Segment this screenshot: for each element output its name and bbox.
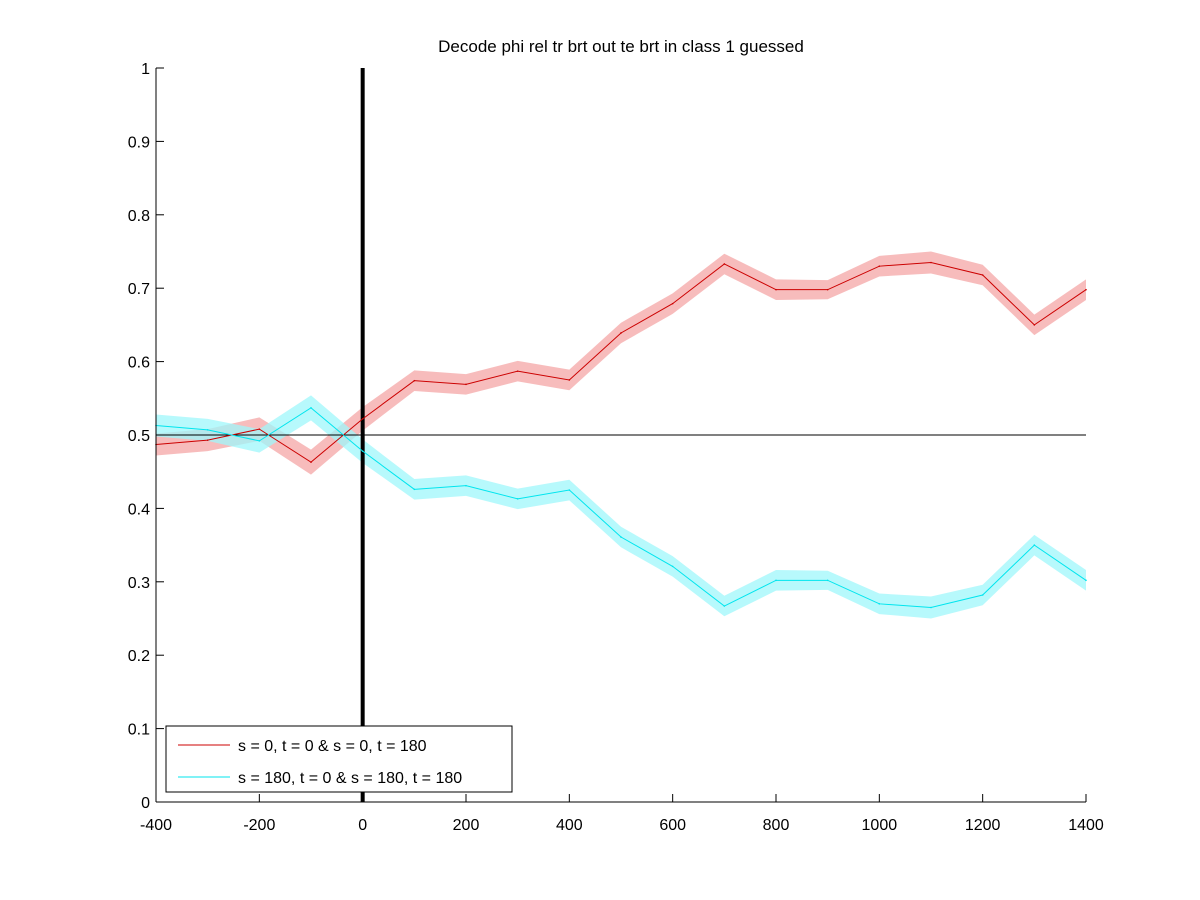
data-point-series-1 — [723, 263, 726, 265]
data-point-series-2 — [1085, 579, 1087, 582]
chart-title: Decode phi rel tr brt out te brt in clas… — [438, 37, 804, 56]
data-point-series-1 — [465, 383, 467, 386]
series-line-2 — [155, 407, 1087, 608]
legend-label-2: s = 180, t = 0 & s = 180, t = 180 — [238, 770, 462, 787]
x-tick-label: 1400 — [1068, 817, 1104, 834]
legend-label-1: s = 0, t = 0 & s = 0, t = 180 — [238, 738, 427, 755]
error-band-series-1 — [156, 251, 1086, 475]
data-point-series-1 — [568, 379, 571, 381]
series-lines — [155, 261, 1087, 609]
x-tick-label: -400 — [140, 817, 172, 834]
data-point-series-1 — [206, 439, 209, 441]
data-point-series-2 — [361, 450, 364, 452]
data-point-series-1 — [361, 418, 364, 420]
data-point-series-2 — [981, 594, 984, 596]
y-tick-label: 0.9 — [128, 134, 150, 151]
data-point-series-1 — [620, 332, 622, 334]
x-tick-label: 800 — [763, 817, 790, 834]
y-tick-label: 0.2 — [128, 648, 150, 665]
data-point-series-2 — [878, 603, 881, 605]
data-point-series-2 — [775, 579, 777, 582]
error-band-series-2 — [156, 395, 1086, 619]
data-point-series-1 — [1033, 324, 1036, 326]
data-point-series-2 — [620, 536, 622, 538]
x-tick-label: 1000 — [862, 817, 898, 834]
data-point-series-1 — [775, 288, 777, 291]
data-point-series-2 — [465, 484, 467, 487]
data-point-series-1 — [516, 370, 519, 372]
data-point-series-2 — [826, 579, 829, 582]
y-tick-label: 0.5 — [128, 428, 150, 445]
data-point-series-1 — [878, 265, 881, 267]
x-tick-label: -200 — [243, 817, 275, 834]
data-point-series-1 — [1085, 288, 1087, 291]
y-tick-label: 0.3 — [128, 575, 150, 592]
data-point-series-2 — [206, 429, 209, 431]
data-point-series-2 — [310, 407, 312, 409]
x-tick-label: 200 — [453, 817, 480, 834]
reference-lines — [156, 68, 1086, 802]
data-point-series-1 — [826, 288, 829, 291]
data-point-series-1 — [930, 261, 932, 264]
y-tick-label: 0.1 — [128, 722, 150, 739]
y-tick-label: 0.6 — [128, 355, 150, 372]
y-tick-label: 0.8 — [128, 208, 150, 225]
data-point-series-2 — [258, 440, 261, 442]
data-point-series-2 — [413, 488, 416, 491]
y-tick-label: 1 — [141, 61, 150, 78]
x-tick-label: 1200 — [965, 817, 1001, 834]
data-point-series-1 — [310, 461, 312, 463]
data-point-series-1 — [671, 302, 674, 305]
data-point-series-2 — [568, 489, 571, 491]
data-point-series-2 — [1033, 544, 1036, 546]
data-point-series-1 — [413, 379, 416, 382]
x-tick-label: 400 — [556, 817, 583, 834]
data-point-series-2 — [671, 565, 674, 568]
series-line-1 — [155, 262, 1087, 463]
legend-box — [165, 725, 513, 793]
data-point-series-2 — [723, 605, 726, 607]
legend: s = 0, t = 0 & s = 0, t = 180 s = 180, t … — [165, 725, 513, 793]
x-tick-label: 600 — [659, 817, 686, 834]
data-point-series-1 — [258, 428, 261, 430]
y-tick-label: 0.4 — [128, 501, 150, 518]
axes: -400 -200 0 200 400 600 800 1000 1200 1400 0 0.1 0.2… — [128, 61, 1104, 834]
data-point-series-2 — [516, 498, 519, 500]
x-tick-label: 0 — [358, 817, 367, 834]
y-tick-label: 0.7 — [128, 281, 150, 298]
data-point-series-2 — [930, 606, 932, 609]
y-tick-label: 0 — [141, 795, 150, 812]
data-point-series-1 — [981, 274, 984, 276]
